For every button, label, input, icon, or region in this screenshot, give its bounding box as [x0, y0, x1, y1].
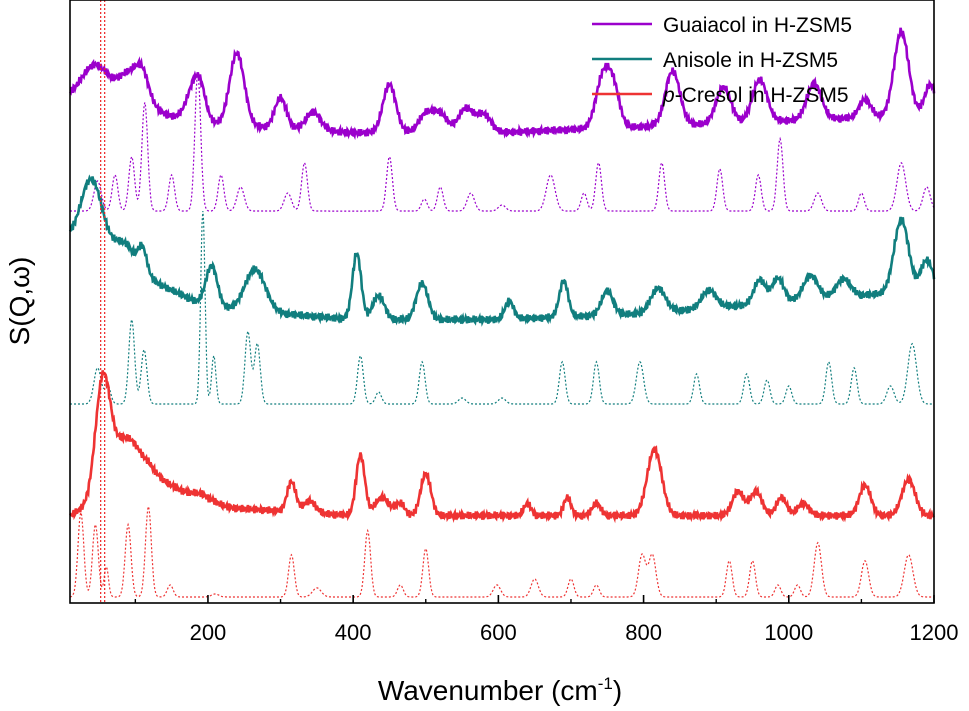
- x-tick-label-200: 200: [190, 620, 227, 645]
- series-line-experimental-3: [68, 370, 936, 524]
- x-axis-title-main: Wavenumber (cm: [378, 675, 598, 706]
- series-line-calculated-1: [70, 72, 935, 212]
- series-line-experimental-1: [68, 27, 936, 141]
- legend-label-text-3: -Cresol in H-ZSM5: [675, 84, 849, 107]
- x-axis-title: Wavenumber (cm-1): [378, 674, 622, 706]
- legend: Guaiacol in H-ZSM5 Anisole in H-ZSM5 p-Cre…: [592, 14, 852, 107]
- series-line-calculated-3: [69, 506, 934, 598]
- legend-label-3: p-Cresol in H-ZSM5: [662, 84, 849, 107]
- legend-label-2: Anisole in H-ZSM5: [663, 49, 838, 72]
- x-tick-label-400: 400: [335, 620, 372, 645]
- x-axis-title-sup: -1: [598, 674, 613, 693]
- plot-frame: [69, 0, 935, 604]
- x-axis-title-close: ): [613, 675, 622, 706]
- legend-label-text-1: Guaiacol in H-ZSM5: [663, 14, 852, 37]
- x-tick-label-600: 600: [480, 620, 517, 645]
- x-tick-label-800: 800: [625, 620, 662, 645]
- x-tick-label-1000: 1000: [764, 620, 813, 645]
- legend-label-italic-3: p: [662, 84, 675, 107]
- plot-area: [68, 0, 936, 603]
- y-axis-title: S(Q,ω): [4, 257, 35, 346]
- x-tick-label-1200: 1200: [910, 620, 959, 645]
- legend-label-1: Guaiacol in H-ZSM5: [663, 14, 852, 37]
- series-line-calculated-2: [70, 210, 934, 405]
- legend-label-text-2: Anisole in H-ZSM5: [663, 49, 838, 72]
- x-axis-ticks: 200 400 600 800 1000 1200: [134, 595, 959, 645]
- series-line-experimental-2: [68, 174, 936, 327]
